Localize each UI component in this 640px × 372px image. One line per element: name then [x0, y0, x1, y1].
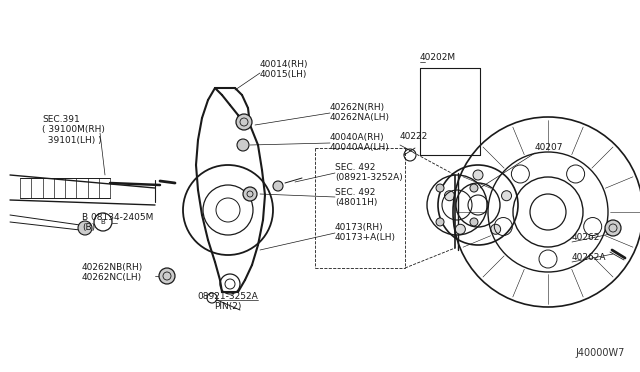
Text: 40262NB(RH)
40262NC(LH): 40262NB(RH) 40262NC(LH) [82, 263, 143, 282]
Text: 40202M: 40202M [420, 53, 456, 62]
Circle shape [502, 191, 511, 201]
Circle shape [456, 224, 465, 234]
Text: 40040A(RH)
40040AA(LH): 40040A(RH) 40040AA(LH) [330, 133, 390, 153]
Text: 40262: 40262 [572, 233, 600, 242]
Text: 40222: 40222 [400, 132, 428, 141]
Text: 40173(RH)
40173+A(LH): 40173(RH) 40173+A(LH) [335, 223, 396, 243]
Circle shape [78, 221, 92, 235]
Circle shape [444, 191, 454, 201]
Circle shape [236, 114, 252, 130]
Circle shape [273, 181, 283, 191]
Text: SEC. 492
(08921-3252A): SEC. 492 (08921-3252A) [335, 163, 403, 182]
Circle shape [436, 184, 444, 192]
Circle shape [243, 187, 257, 201]
Text: 40207: 40207 [535, 143, 563, 152]
Text: SEC.391
( 39100M(RH)
  39101(LH) ): SEC.391 ( 39100M(RH) 39101(LH) ) [42, 115, 105, 145]
Text: 40262N(RH)
40262NA(LH): 40262N(RH) 40262NA(LH) [330, 103, 390, 122]
Text: J40000W7: J40000W7 [575, 348, 625, 358]
Circle shape [470, 184, 478, 192]
Text: 40262A: 40262A [572, 253, 607, 262]
Text: B: B [100, 219, 106, 225]
Circle shape [470, 218, 478, 226]
Circle shape [237, 139, 249, 151]
Circle shape [605, 220, 621, 236]
Circle shape [159, 268, 175, 284]
Text: B 08134-2405M
(B): B 08134-2405M (B) [82, 213, 154, 232]
Circle shape [491, 224, 500, 234]
Circle shape [436, 218, 444, 226]
Text: SEC. 492
(48011H): SEC. 492 (48011H) [335, 188, 378, 208]
Text: 40014(RH)
40015(LH): 40014(RH) 40015(LH) [260, 60, 308, 79]
Circle shape [473, 170, 483, 180]
Text: 08921-3252A
PIN(2): 08921-3252A PIN(2) [198, 292, 259, 311]
